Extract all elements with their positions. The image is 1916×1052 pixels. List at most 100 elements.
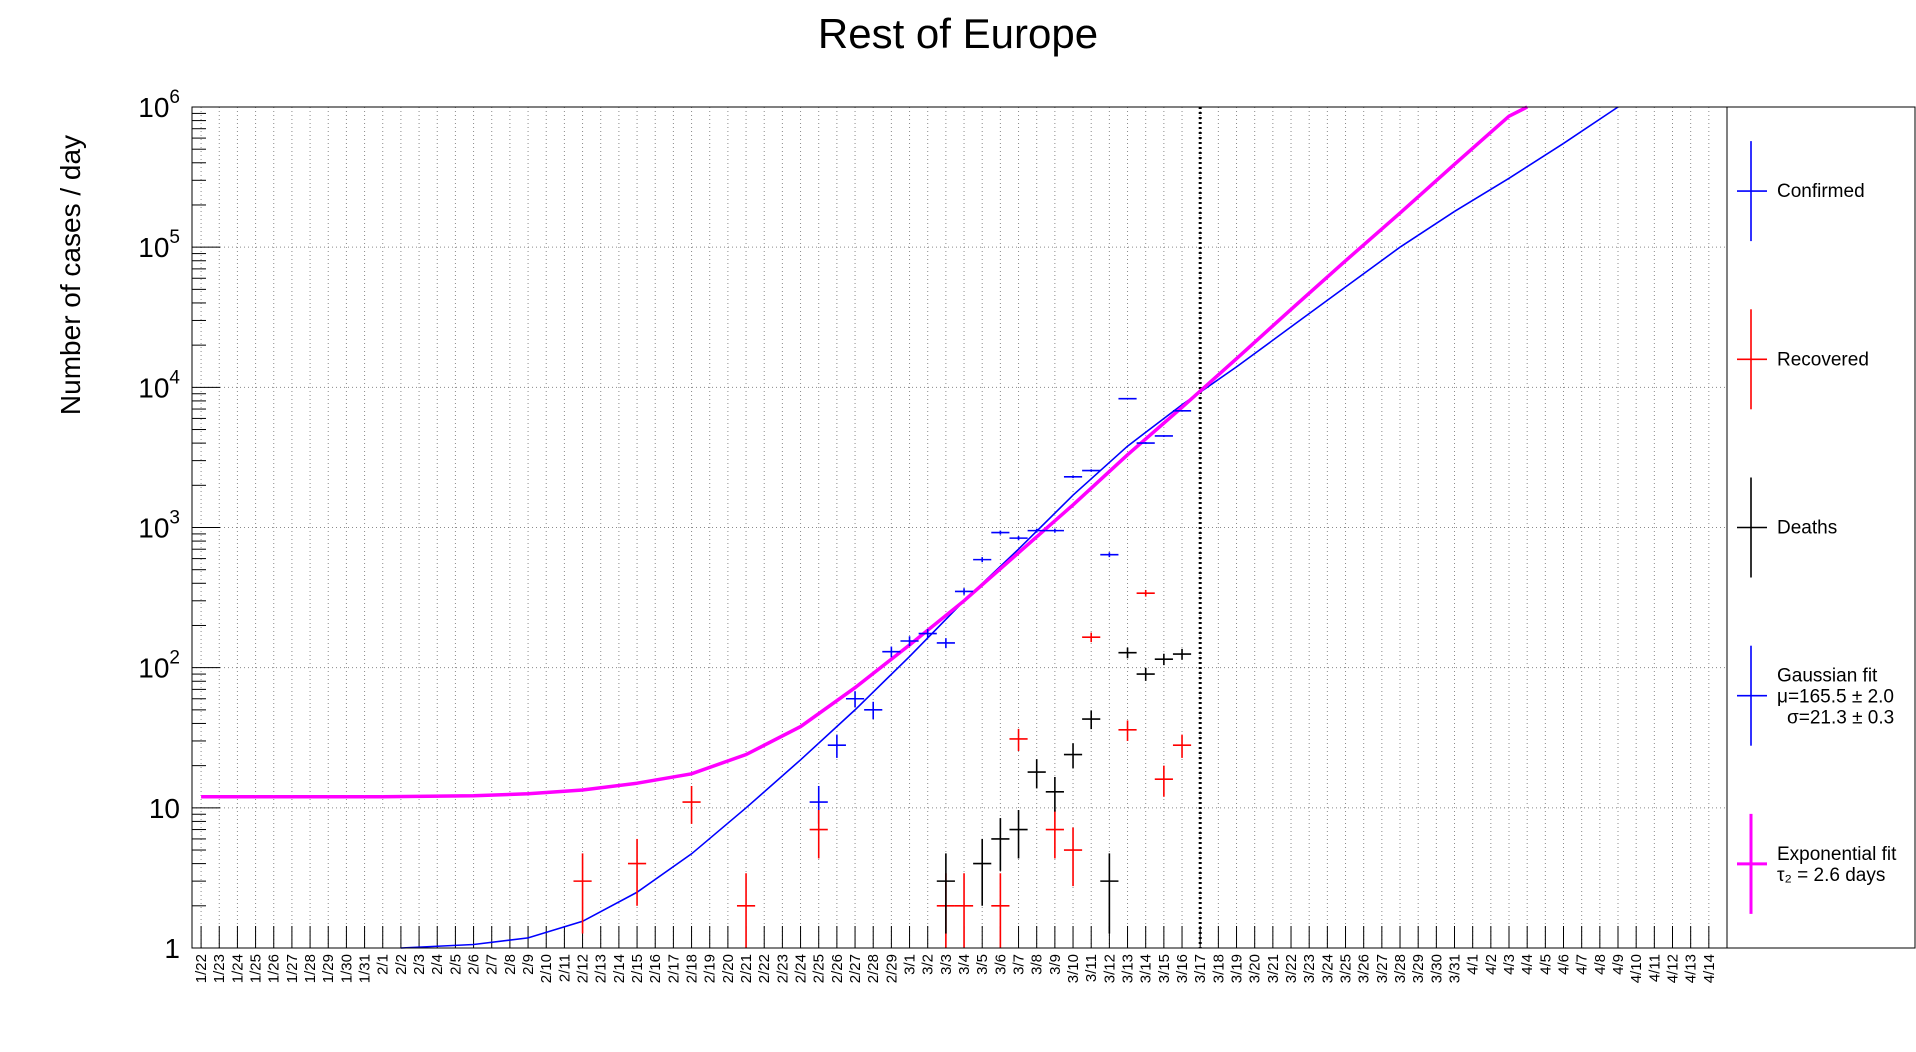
x-tick-label: 3/28 (1392, 954, 1409, 983)
legend-label: σ=21.3 ± 0.3 (1787, 708, 1894, 729)
x-tick-label: 2/6 (466, 954, 483, 975)
grid (192, 107, 1727, 948)
x-tick-label: 2/11 (556, 954, 573, 982)
confirmed-point (864, 701, 883, 720)
confirmed-point (1172, 410, 1192, 412)
legend-label: μ=165.5 ± 2.0 (1777, 687, 1894, 708)
x-tick-label: 3/9 (1047, 954, 1064, 975)
x-tick-label: 1/27 (284, 954, 301, 983)
confirmed-point (1154, 435, 1173, 437)
x-tick-label: 3/3 (938, 954, 955, 975)
x-tick-label: 2/20 (720, 954, 737, 983)
legend-label: τ₂ = 2.6 days (1777, 865, 1885, 886)
x-tick-label: 1/29 (320, 954, 337, 983)
y-tick-label: 10 (149, 793, 180, 824)
recovered-point (809, 810, 828, 859)
x-tick-label: 2/14 (611, 954, 628, 983)
confirmed-point (1027, 528, 1046, 533)
x-tick-label: 2/22 (756, 954, 773, 983)
x-tick-label: 3/4 (956, 954, 973, 975)
x-tick-label: 3/2 (920, 954, 937, 975)
confirmed-point (973, 557, 992, 563)
x-tick-label: 3/1 (902, 954, 919, 975)
x-tick-label: 4/10 (1628, 954, 1645, 983)
deaths-point (1154, 653, 1173, 666)
y-tick-label: 102 (138, 648, 180, 684)
x-tick-label: 2/28 (865, 954, 882, 983)
x-tick-label: 3/10 (1065, 954, 1082, 983)
x-tick-label: 2/2 (393, 954, 410, 975)
x-tick-label: 1/28 (302, 954, 319, 983)
x-tick-label: 3/31 (1447, 954, 1464, 983)
gaussian-fit-curve (400, 106, 1619, 949)
chart-title: Rest of Europe (818, 10, 1098, 57)
x-tick-label: 4/2 (1483, 954, 1500, 975)
x-tick-label: 3/12 (1101, 954, 1118, 983)
x-tick-label: 2/4 (429, 954, 446, 975)
x-tick-label: 2/15 (629, 954, 646, 983)
x-tick-label: 1/31 (357, 954, 374, 983)
x-tick-label: 2/16 (647, 954, 664, 983)
recovered-point (573, 853, 592, 934)
fit-curves (201, 105, 1619, 949)
x-tick-label: 3/29 (1410, 954, 1427, 983)
x-tick-label: 4/3 (1501, 954, 1518, 975)
recovered-point (682, 785, 701, 824)
recovered-point (954, 873, 974, 948)
x-tick-label: 2/1 (375, 954, 392, 975)
x-tick-label: 3/22 (1283, 954, 1300, 983)
x-tick-label: 4/5 (1537, 954, 1554, 975)
deaths-point (1118, 647, 1137, 659)
y-tick-label: 103 (138, 508, 180, 544)
x-tick-label: 3/20 (1247, 954, 1264, 983)
x-tick-label: 3/7 (1011, 954, 1028, 975)
x-tick-label: 3/16 (1174, 954, 1191, 983)
x-tick-label: 4/11 (1646, 954, 1663, 982)
x-tick-label: 1/23 (211, 954, 228, 983)
x-tick-label: 3/8 (1029, 954, 1046, 975)
y-axis: 1 10 102 103 104 105 106 (138, 87, 220, 964)
x-tick-label: 3/13 (1120, 954, 1137, 983)
x-tick-label: 2/21 (738, 954, 755, 983)
x-tick-label: 4/7 (1574, 954, 1591, 975)
x-tick-label: 3/18 (1210, 954, 1227, 983)
confirmed-point (1009, 536, 1028, 541)
x-tick-label: 2/19 (702, 954, 719, 983)
recovered-point (736, 873, 756, 948)
legend: Confirmed Recovered Deaths Gaussian fitμ=16… (1726, 106, 1916, 949)
x-tick-label: 3/26 (1356, 954, 1373, 983)
x-tick-label: 2/5 (447, 954, 464, 975)
x-tick-label: 3/24 (1319, 954, 1336, 983)
x-tick-label: 3/15 (1156, 954, 1173, 983)
x-tick-label: 2/3 (411, 954, 428, 975)
legend-label: Exponential fit (1777, 844, 1897, 865)
confirmed-point (1082, 469, 1101, 472)
x-tick-label: 2/26 (829, 954, 846, 983)
x-tick-label: 2/29 (883, 954, 900, 983)
y-tick-label: 104 (138, 367, 180, 403)
x-tick-label: 3/14 (1138, 954, 1155, 983)
x-tick-label: 2/7 (484, 954, 501, 975)
deaths-point (1009, 810, 1028, 859)
confirmed-point (918, 629, 937, 639)
x-tick-label: 2/27 (847, 954, 864, 983)
x-tick-label: 3/11 (1083, 954, 1100, 982)
y-tick-label: 106 (138, 87, 180, 123)
deaths-point (1082, 710, 1101, 730)
recovered-point (1118, 720, 1137, 741)
legend-label: Gaussian fit (1777, 666, 1878, 687)
x-tick-label: 4/13 (1683, 954, 1700, 983)
confirmed-point (1100, 552, 1119, 558)
x-tick-label: 2/23 (774, 954, 791, 983)
x-tick-label: 3/17 (1192, 954, 1209, 983)
x-tick-label: 1/26 (266, 954, 283, 983)
x-tick-label: 2/12 (575, 954, 592, 983)
deaths-point (1045, 776, 1064, 812)
legend-entry-confirmed: Confirmed (1737, 141, 1865, 242)
legend-entry-recovered: Recovered (1737, 309, 1869, 410)
x-axis: 1/22 1/23 1/24 1/25 1/26 1/27 1/28 1/29 1/30 1/31… (193, 926, 1718, 983)
x-tick-label: 2/18 (684, 954, 701, 983)
